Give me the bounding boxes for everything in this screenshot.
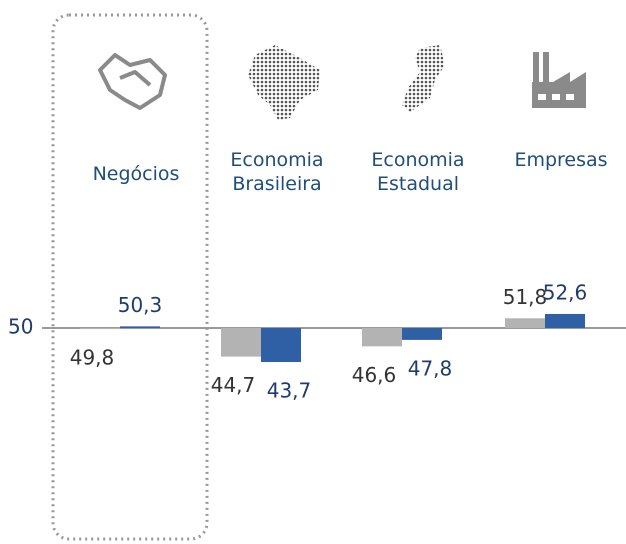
value-label: 51,8 (503, 285, 548, 309)
brazil-icon (248, 45, 320, 120)
category-label: Economia Brasileira (230, 149, 324, 195)
bar (545, 313, 585, 328)
state-icon (402, 45, 445, 112)
value-label: 50,3 (118, 293, 163, 317)
value-label: 43,7 (267, 379, 312, 403)
bar (505, 318, 545, 328)
bar (402, 328, 442, 340)
value-label: 49,8 (70, 346, 115, 370)
category-label: Economia Estadual (371, 149, 465, 195)
category-label: Negócios (92, 163, 180, 185)
value-label: 52,6 (543, 280, 588, 304)
category-label: Empresas (514, 149, 608, 171)
factory-icon (532, 52, 586, 108)
value-label: 46,6 (352, 363, 397, 387)
bar (80, 328, 120, 330)
value-label: 47,8 (408, 356, 453, 380)
bar (221, 328, 261, 357)
highlight-frame (51, 13, 209, 541)
bar (362, 328, 402, 347)
y-tick-label: 50 (8, 315, 33, 339)
bar (261, 328, 301, 363)
bar (120, 326, 160, 328)
value-label: 44,7 (211, 373, 256, 397)
handshake-icon (98, 53, 167, 110)
